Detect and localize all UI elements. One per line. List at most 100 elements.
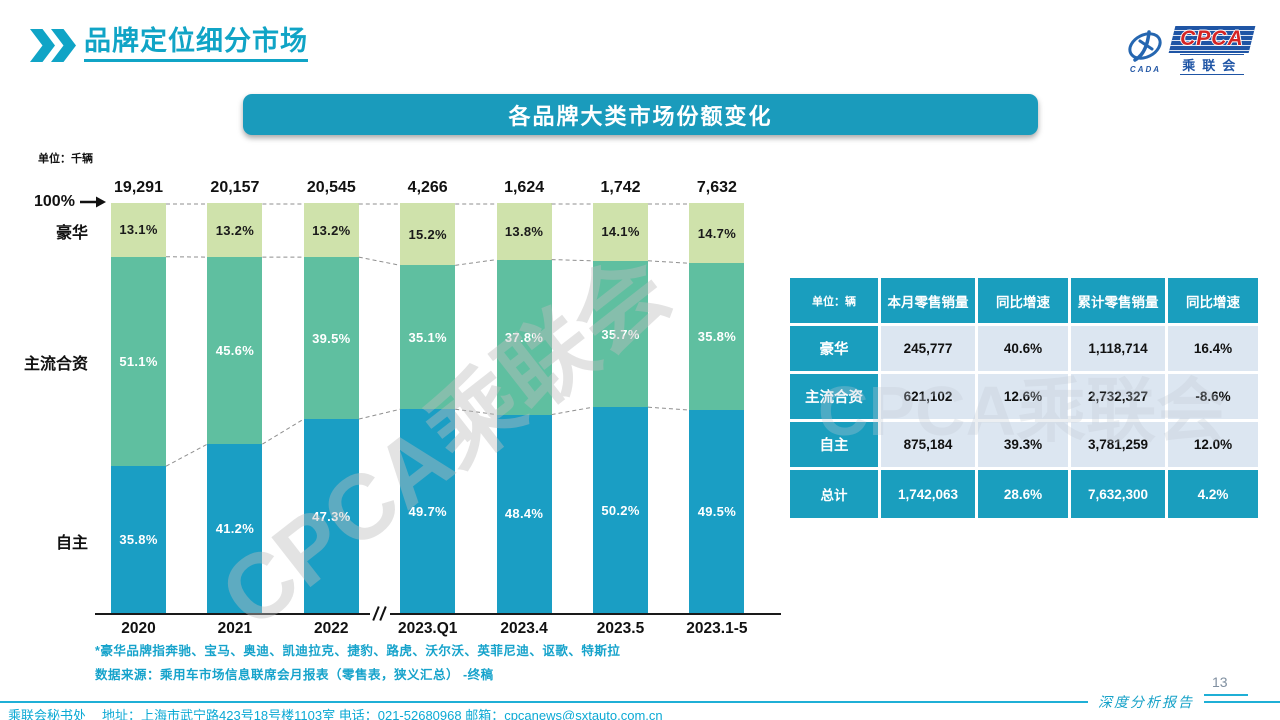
- table-total-cell: 7,632,300: [1071, 470, 1165, 518]
- table-cell: 40.6%: [978, 326, 1068, 371]
- x-axis-label: 2021: [217, 620, 253, 637]
- stacked-bar-chart: 13.1% 51.1% 35.8% 19,291 2020 13.2% 45.6% 41.2%…: [95, 179, 781, 637]
- bar-total-label: 20,545: [306, 179, 356, 196]
- segment-value-label: 13.2%: [312, 222, 351, 238]
- segment-value-label: 50.2%: [601, 502, 640, 518]
- segment-value-label: 41.2%: [215, 521, 255, 537]
- table-cell: -8.6%: [1168, 374, 1258, 419]
- logo-chinese-name: 乘联会: [1180, 54, 1245, 75]
- page-number-divider: [1204, 694, 1248, 696]
- segment-value-label: 49.7%: [408, 503, 447, 519]
- segment-value-label: 35.1%: [408, 329, 447, 345]
- report-type-label: 深度分析报告: [1088, 692, 1204, 712]
- table-cell: 621,102: [881, 374, 975, 419]
- segment-自主: 48.4%: [496, 414, 552, 613]
- bar-2020: 13.1% 51.1% 35.8%: [111, 203, 166, 613]
- bar-total-label: 4,266: [407, 179, 448, 196]
- table-cell: 875,184: [881, 422, 975, 467]
- bar-2023.4: 13.8% 37.8% 48.4%: [496, 203, 552, 613]
- segment-value-label: 35.7%: [601, 326, 640, 342]
- table-cell: 2,732,327: [1071, 374, 1165, 419]
- chevron-right-icon: [30, 29, 55, 62]
- cpca-wordmark: CPCA: [1169, 26, 1256, 53]
- table-row-label: 豪华: [790, 326, 878, 371]
- luxury-brands-note: *豪华品牌指奔驰、宝马、奥迪、凯迪拉克、捷豹、路虎、沃尔沃、英菲尼迪、讴歌、特斯…: [95, 644, 621, 658]
- segment-value-label: 15.2%: [408, 226, 447, 242]
- segment-value-label: 35.8%: [697, 329, 737, 345]
- table-cell: 39.3%: [978, 422, 1068, 467]
- bar-total-label: 19,291: [114, 179, 163, 196]
- segment-connector-lines: [165, 203, 690, 467]
- chart-unit-label: 单位：千辆: [38, 153, 93, 165]
- segment-主流合资: 37.8%: [496, 259, 552, 415]
- table-row-label: 主流合资: [790, 374, 878, 419]
- logo-cada-text: CADA: [1129, 65, 1162, 74]
- y-category-label-主流合资: 主流合资: [23, 356, 88, 374]
- segment-value-label: 39.5%: [312, 330, 351, 346]
- chart-title: 各品牌大类市场份额变化: [508, 103, 773, 129]
- bar-total-label: 1,624: [504, 179, 545, 196]
- bar-total-label: 7,632: [696, 179, 737, 196]
- chart-title-banner: 各品牌大类市场份额变化: [243, 94, 1038, 135]
- segment-自主: 49.7%: [400, 409, 456, 613]
- segment-自主: 49.5%: [689, 410, 745, 613]
- segment-自主: 47.3%: [303, 419, 359, 614]
- segment-主流合资: 35.1%: [400, 265, 456, 410]
- segment-豪华: 13.1%: [111, 203, 166, 257]
- y-category-label-豪华: 豪华: [55, 224, 88, 242]
- segment-主流合资: 35.8%: [689, 263, 745, 411]
- axis-100-text: 100%: [34, 193, 75, 210]
- bar-2023.5: 14.1% 35.7% 50.2%: [593, 203, 648, 613]
- x-axis-label: 2023.4: [500, 620, 548, 637]
- segment-自主: 41.2%: [207, 444, 263, 613]
- segment-value-label: 35.8%: [119, 532, 158, 548]
- table-cell: 12.0%: [1168, 422, 1258, 467]
- x-axis-label: 2022: [314, 620, 349, 637]
- x-axis-label: 2020: [121, 620, 156, 637]
- segment-豪华: 13.2%: [303, 203, 359, 258]
- table-total-cell: 1,742,063: [881, 470, 975, 518]
- segment-value-label: 13.8%: [504, 223, 544, 239]
- table-total-cell: 28.6%: [978, 470, 1068, 518]
- segment-主流合资: 35.7%: [593, 260, 648, 408]
- cpca-ellipse-icon: [1128, 30, 1163, 62]
- footer-contact-details: 地址：上海市武宁路423号18号楼1103室 电话：021-52680968 邮…: [102, 708, 663, 720]
- page-number: 13: [1212, 674, 1228, 690]
- x-axis-label: 2023.1-5: [686, 620, 748, 637]
- header: 品牌定位细分市场: [30, 26, 308, 63]
- table-row-label: 自主: [790, 422, 878, 467]
- bar-2021: 13.2% 45.6% 41.2%: [207, 203, 263, 613]
- segment-主流合资: 39.5%: [303, 257, 359, 420]
- table-cell: 3,781,259: [1071, 422, 1165, 467]
- table-cell: 16.4%: [1168, 326, 1258, 371]
- segment-主流合资: 45.6%: [207, 257, 263, 445]
- cpca-logo-text: CPCA 乘联会: [1169, 26, 1256, 75]
- segment-value-label: 49.5%: [697, 504, 737, 520]
- table-header-cell: 累计零售销量: [1071, 278, 1165, 323]
- cpca-logo-mark: CADA: [1122, 27, 1168, 74]
- segment-value-label: 37.8%: [504, 329, 544, 345]
- table-total-label: 总计: [790, 470, 878, 518]
- page-title: 品牌定位细分市场: [84, 26, 308, 63]
- bar-2023.1-5: 14.7% 35.8% 49.5%: [689, 203, 745, 613]
- bar-2023.Q1: 15.2% 35.1% 49.7%: [400, 203, 456, 613]
- segment-主流合资: 51.1%: [111, 256, 166, 467]
- bar-2022: 13.2% 39.5% 47.3%: [303, 203, 359, 614]
- table-cell: 12.6%: [978, 374, 1068, 419]
- cpca-logo: CADA CPCA 乘联会: [1122, 26, 1256, 75]
- segment-value-label: 47.3%: [312, 508, 351, 524]
- table-total-cell: 4.2%: [1168, 470, 1258, 518]
- double-chevron-icon: [30, 29, 76, 62]
- segment-豪华: 14.1%: [593, 203, 648, 261]
- table-header-cell: 同比增速: [1168, 278, 1258, 323]
- table-cell: 1,118,714: [1071, 326, 1165, 371]
- bar-total-label: 20,157: [210, 179, 260, 196]
- cpca-wordmark-text: CPCA: [1180, 27, 1245, 50]
- segment-value-label: 14.1%: [601, 224, 640, 240]
- footer-secretariat: 乘联会秘书处: [8, 708, 87, 720]
- bar-total-label: 1,742: [600, 179, 641, 196]
- sales-table: 单位：辆 本月零售销量 同比增速 累计零售销量 同比增速 豪华 245,777 40.6% 1,…: [790, 278, 1258, 518]
- segment-豪华: 13.8%: [496, 203, 552, 260]
- table-header-cell: 本月零售销量: [881, 278, 975, 323]
